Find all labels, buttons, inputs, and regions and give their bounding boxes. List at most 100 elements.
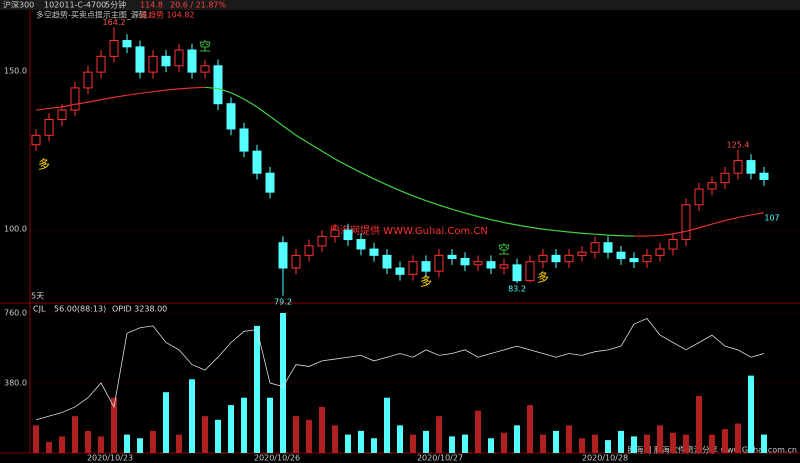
volume-bar (163, 392, 169, 453)
ma-line (74, 101, 89, 105)
volume-value: 56.00(88:13) (54, 305, 106, 314)
ma-line (360, 172, 375, 180)
ma-line (61, 103, 76, 108)
candle-body (486, 261, 496, 269)
volume-bar (176, 434, 182, 453)
annotation: 79.2 (274, 297, 292, 306)
volume-bar (631, 436, 637, 453)
candle-body (369, 248, 379, 256)
x-tick-label: 2020/10/26 (254, 454, 300, 463)
volume-bar (618, 430, 624, 453)
volume-bar (696, 395, 702, 453)
price: 114.8 (140, 1, 163, 10)
ma-line (204, 86, 219, 90)
volume-bar (748, 375, 754, 453)
ma-line (750, 212, 765, 216)
ma-line (594, 233, 609, 236)
candle-body (759, 172, 769, 181)
ma-line (438, 204, 453, 210)
candle-body (551, 254, 561, 263)
ma-line (217, 87, 232, 94)
ma-line (35, 107, 50, 111)
annotation: 空 (199, 40, 211, 54)
candle-body (96, 55, 106, 73)
volume-bar (605, 440, 611, 453)
volume-bar (332, 425, 338, 453)
candle-body (473, 261, 483, 266)
candle-body (83, 71, 93, 89)
candle-body (577, 251, 587, 256)
volume-bar (111, 397, 117, 453)
volume-bar (670, 432, 676, 453)
volume-bar (683, 434, 689, 453)
annotation: 多 (537, 271, 549, 285)
volume-bar (98, 436, 104, 453)
ma-line (698, 223, 713, 229)
ma-line (607, 234, 622, 237)
volume-bar (761, 434, 767, 453)
ma-line (412, 195, 427, 202)
ma-line (646, 234, 661, 237)
ma-line (477, 215, 492, 221)
candle-body (720, 172, 730, 184)
y-tick-label: 380.0 (4, 379, 27, 388)
candle-body (642, 254, 652, 263)
volume-bar (202, 416, 208, 453)
volume-bar (124, 434, 130, 453)
volume-bar (384, 397, 390, 453)
ma-line (373, 178, 388, 186)
x-tick-label: 2020/10/23 (87, 454, 133, 463)
x-tick-label: 2020/10/28 (582, 454, 628, 463)
volume-bar (319, 406, 325, 453)
ma-line (737, 214, 752, 219)
candle-body (668, 239, 678, 250)
candle-body (525, 261, 535, 282)
ma-line (347, 165, 362, 174)
ma-line (126, 92, 141, 96)
candle-body (603, 242, 613, 253)
volume-bar (215, 419, 221, 453)
candle-body (109, 40, 119, 57)
candle-body (330, 229, 340, 237)
volume-bar (254, 325, 260, 453)
volume-bar (722, 429, 728, 453)
opid-label: OPID 3238.00 (112, 305, 167, 314)
candle-body (343, 229, 353, 241)
annotation: 空 (498, 243, 510, 257)
indicator-value: 主趋势 104.82 (140, 10, 195, 20)
volume-bar (397, 425, 403, 453)
ma-line (191, 86, 206, 89)
candle-body (655, 248, 665, 256)
ma-line (399, 190, 414, 197)
candle-body (226, 103, 236, 130)
annotation: 125.4 (727, 140, 750, 149)
ma-line (685, 227, 700, 232)
ma-line (165, 88, 180, 91)
candle-body (499, 264, 509, 269)
x-tick-label: 2020/10/27 (417, 454, 463, 463)
period: 5分钟 (105, 0, 126, 10)
opid-line (35, 318, 765, 421)
annotation: 多 (38, 158, 50, 172)
volume-bar (137, 438, 143, 453)
ma-line (256, 106, 271, 117)
volume-bar (709, 434, 715, 453)
watermark: 股海网提供 WWW.Guhai.Com.CN (330, 224, 488, 237)
ma-line (555, 230, 570, 233)
annotation: 多 (420, 275, 432, 289)
candle-body (44, 119, 54, 136)
volume-bar (189, 379, 195, 453)
volume-bar (228, 405, 234, 453)
code: 102011-C-4700 (44, 1, 106, 10)
candle-body (382, 254, 392, 269)
volume-title: CJL (33, 305, 46, 314)
ma-line (321, 150, 336, 160)
volume-bar (33, 425, 39, 453)
candle-body (148, 55, 158, 73)
change: 20.6 / 21.87% (170, 1, 226, 10)
volume-bar (592, 434, 598, 453)
candle-body (538, 254, 548, 263)
candle-body (616, 251, 626, 260)
volume-bar (85, 430, 91, 453)
candle-body (265, 172, 275, 193)
